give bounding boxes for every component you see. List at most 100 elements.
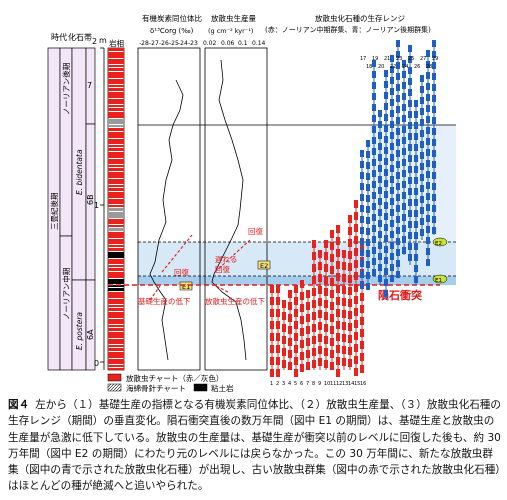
red-range-block: [318, 310, 322, 318]
red-range-block: [336, 249, 340, 257]
red-range-block: [354, 260, 358, 268]
blue-range-block: [408, 254, 412, 261]
blue-range-block: [426, 182, 430, 189]
blue-range-block: [366, 239, 370, 246]
lithology-layer: [108, 348, 124, 351]
label-subzone-6B: 6B: [86, 194, 95, 205]
badge-e2: [432, 237, 448, 247]
blue-range-block: [402, 93, 406, 100]
blue-range-block: [432, 161, 436, 168]
blue-range-block: [426, 138, 430, 145]
red-range-block: [330, 302, 334, 310]
flux-tick-006: 0.06: [221, 40, 235, 47]
depth-ticks: [100, 47, 104, 363]
species-number-red: 12: [336, 381, 342, 387]
blue-range-block: [414, 221, 418, 228]
red-range-block: [336, 309, 340, 317]
red-range-block: [324, 264, 328, 272]
red-range-block: [318, 298, 322, 306]
red-range-block: [348, 263, 352, 271]
blue-range-block: [378, 253, 382, 260]
red-range-block: [324, 300, 328, 308]
lithology-layer: [108, 68, 124, 71]
blue-range-block: [372, 170, 376, 177]
blue-range-block: [378, 143, 382, 150]
blue-range-block: [366, 206, 370, 213]
red-range-block: [354, 236, 358, 244]
blue-range-block: [408, 122, 412, 129]
blue-range-block: [402, 236, 406, 243]
blue-range-block: [396, 216, 400, 223]
red-range-block: [342, 250, 346, 258]
blue-range-block: [372, 71, 376, 78]
flux-panel-frame: [204, 47, 268, 371]
blue-range-block: [372, 214, 376, 221]
blue-range-block: [414, 232, 418, 239]
blue-range-block: [384, 202, 388, 209]
lithology-layer: [108, 159, 124, 164]
legend-sponge: 海綿骨針チャート: [126, 383, 186, 393]
red-range-block: [300, 316, 304, 324]
blue-range-block: [372, 137, 376, 144]
red-range-block: [270, 285, 274, 293]
lithology-layer: [108, 125, 124, 127]
header-range-subtitle: (赤：ノーリアン中期群集、青：ノーリアン後期群集): [265, 25, 431, 34]
blue-range-block: [426, 248, 430, 255]
blue-range-block: [366, 151, 370, 158]
red-range-block: [336, 333, 340, 341]
blue-range-block: [390, 143, 394, 150]
red-range-block: [294, 285, 298, 293]
red-range-block: [276, 321, 280, 329]
blue-range-block: [372, 181, 376, 188]
blue-range-block: [420, 97, 424, 104]
red-range-block: [354, 296, 358, 304]
blue-range-block: [420, 163, 424, 170]
blue-range-block: [432, 150, 436, 157]
blue-range-block: [384, 180, 388, 187]
lithology-layer: [108, 248, 124, 251]
blue-range-block: [396, 106, 400, 113]
lithology-layer: [108, 99, 124, 104]
blue-range-block: [384, 169, 388, 176]
blue-range-block: [360, 282, 364, 289]
red-range-block: [300, 364, 304, 372]
red-range-block: [342, 334, 346, 342]
lithology-layer: [108, 325, 124, 327]
label-subzone-7: 7: [87, 81, 92, 90]
blue-range-block: [378, 187, 382, 194]
caption-text: 左から（１）基礎生産の指標となる有機炭素同位体比、（２）放散虫生産量、（３）放散…: [8, 399, 501, 493]
blue-range-block: [396, 40, 400, 47]
blue-range-block: [432, 205, 436, 212]
blue-range-block: [432, 51, 436, 58]
blue-range-block: [366, 261, 370, 268]
blue-range-block: [390, 55, 394, 62]
lithology-layer: [108, 219, 124, 224]
blue-range-block: [396, 62, 400, 69]
species-number-red: 8: [312, 381, 315, 387]
red-range-block: [348, 287, 352, 295]
annotation-e2: E2: [260, 262, 268, 270]
blue-range-block: [390, 253, 394, 260]
red-range-block: [312, 312, 316, 320]
blue-range-block: [384, 158, 388, 165]
red-range-block: [348, 227, 352, 235]
blue-range-block: [360, 227, 364, 234]
blue-range-block: [420, 229, 424, 236]
red-range-block: [354, 248, 358, 256]
blue-range-block: [432, 106, 436, 113]
red-range-block: [348, 347, 352, 355]
red-range-block: [354, 224, 358, 232]
blue-range-block: [396, 51, 400, 58]
red-range-block: [330, 362, 334, 370]
blue-range-block: [378, 264, 382, 271]
lithology-layer: [108, 352, 124, 358]
isotope-tick-minus24: -24: [178, 40, 188, 47]
blue-range-block: [366, 184, 370, 191]
lithology-layer: [108, 188, 124, 191]
label-zone-upper: E. bidentata: [75, 149, 84, 195]
blue-range-block: [390, 231, 394, 238]
blue-range-block: [366, 283, 370, 290]
red-range-block: [300, 328, 304, 336]
species-number-red: 1: [270, 381, 273, 387]
blue-range-block: [426, 204, 430, 211]
